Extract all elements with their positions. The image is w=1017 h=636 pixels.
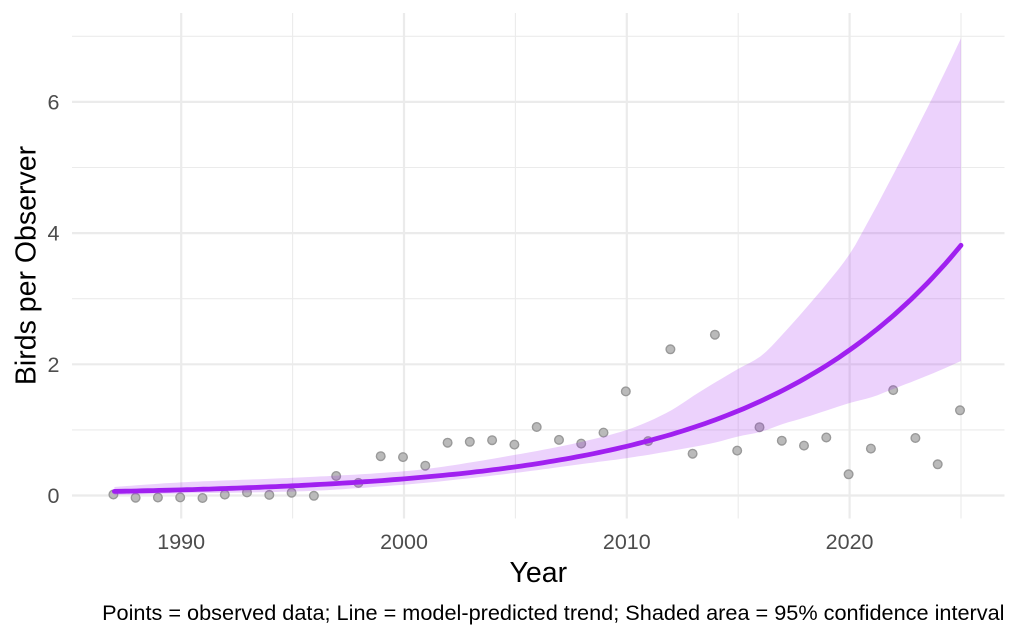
svg-text:1990: 1990 xyxy=(157,530,205,554)
svg-text:0: 0 xyxy=(48,484,60,508)
svg-text:2: 2 xyxy=(48,353,60,377)
svg-text:2000: 2000 xyxy=(380,530,428,554)
svg-text:Year: Year xyxy=(510,557,568,589)
svg-text:2010: 2010 xyxy=(603,530,651,554)
svg-text:Points = observed data; Line =: Points = observed data; Line = model-pre… xyxy=(102,600,1004,625)
svg-text:Birds per Observer: Birds per Observer xyxy=(11,145,43,385)
svg-text:4: 4 xyxy=(48,222,60,246)
svg-text:2020: 2020 xyxy=(826,530,874,554)
svg-text:6: 6 xyxy=(48,90,60,114)
